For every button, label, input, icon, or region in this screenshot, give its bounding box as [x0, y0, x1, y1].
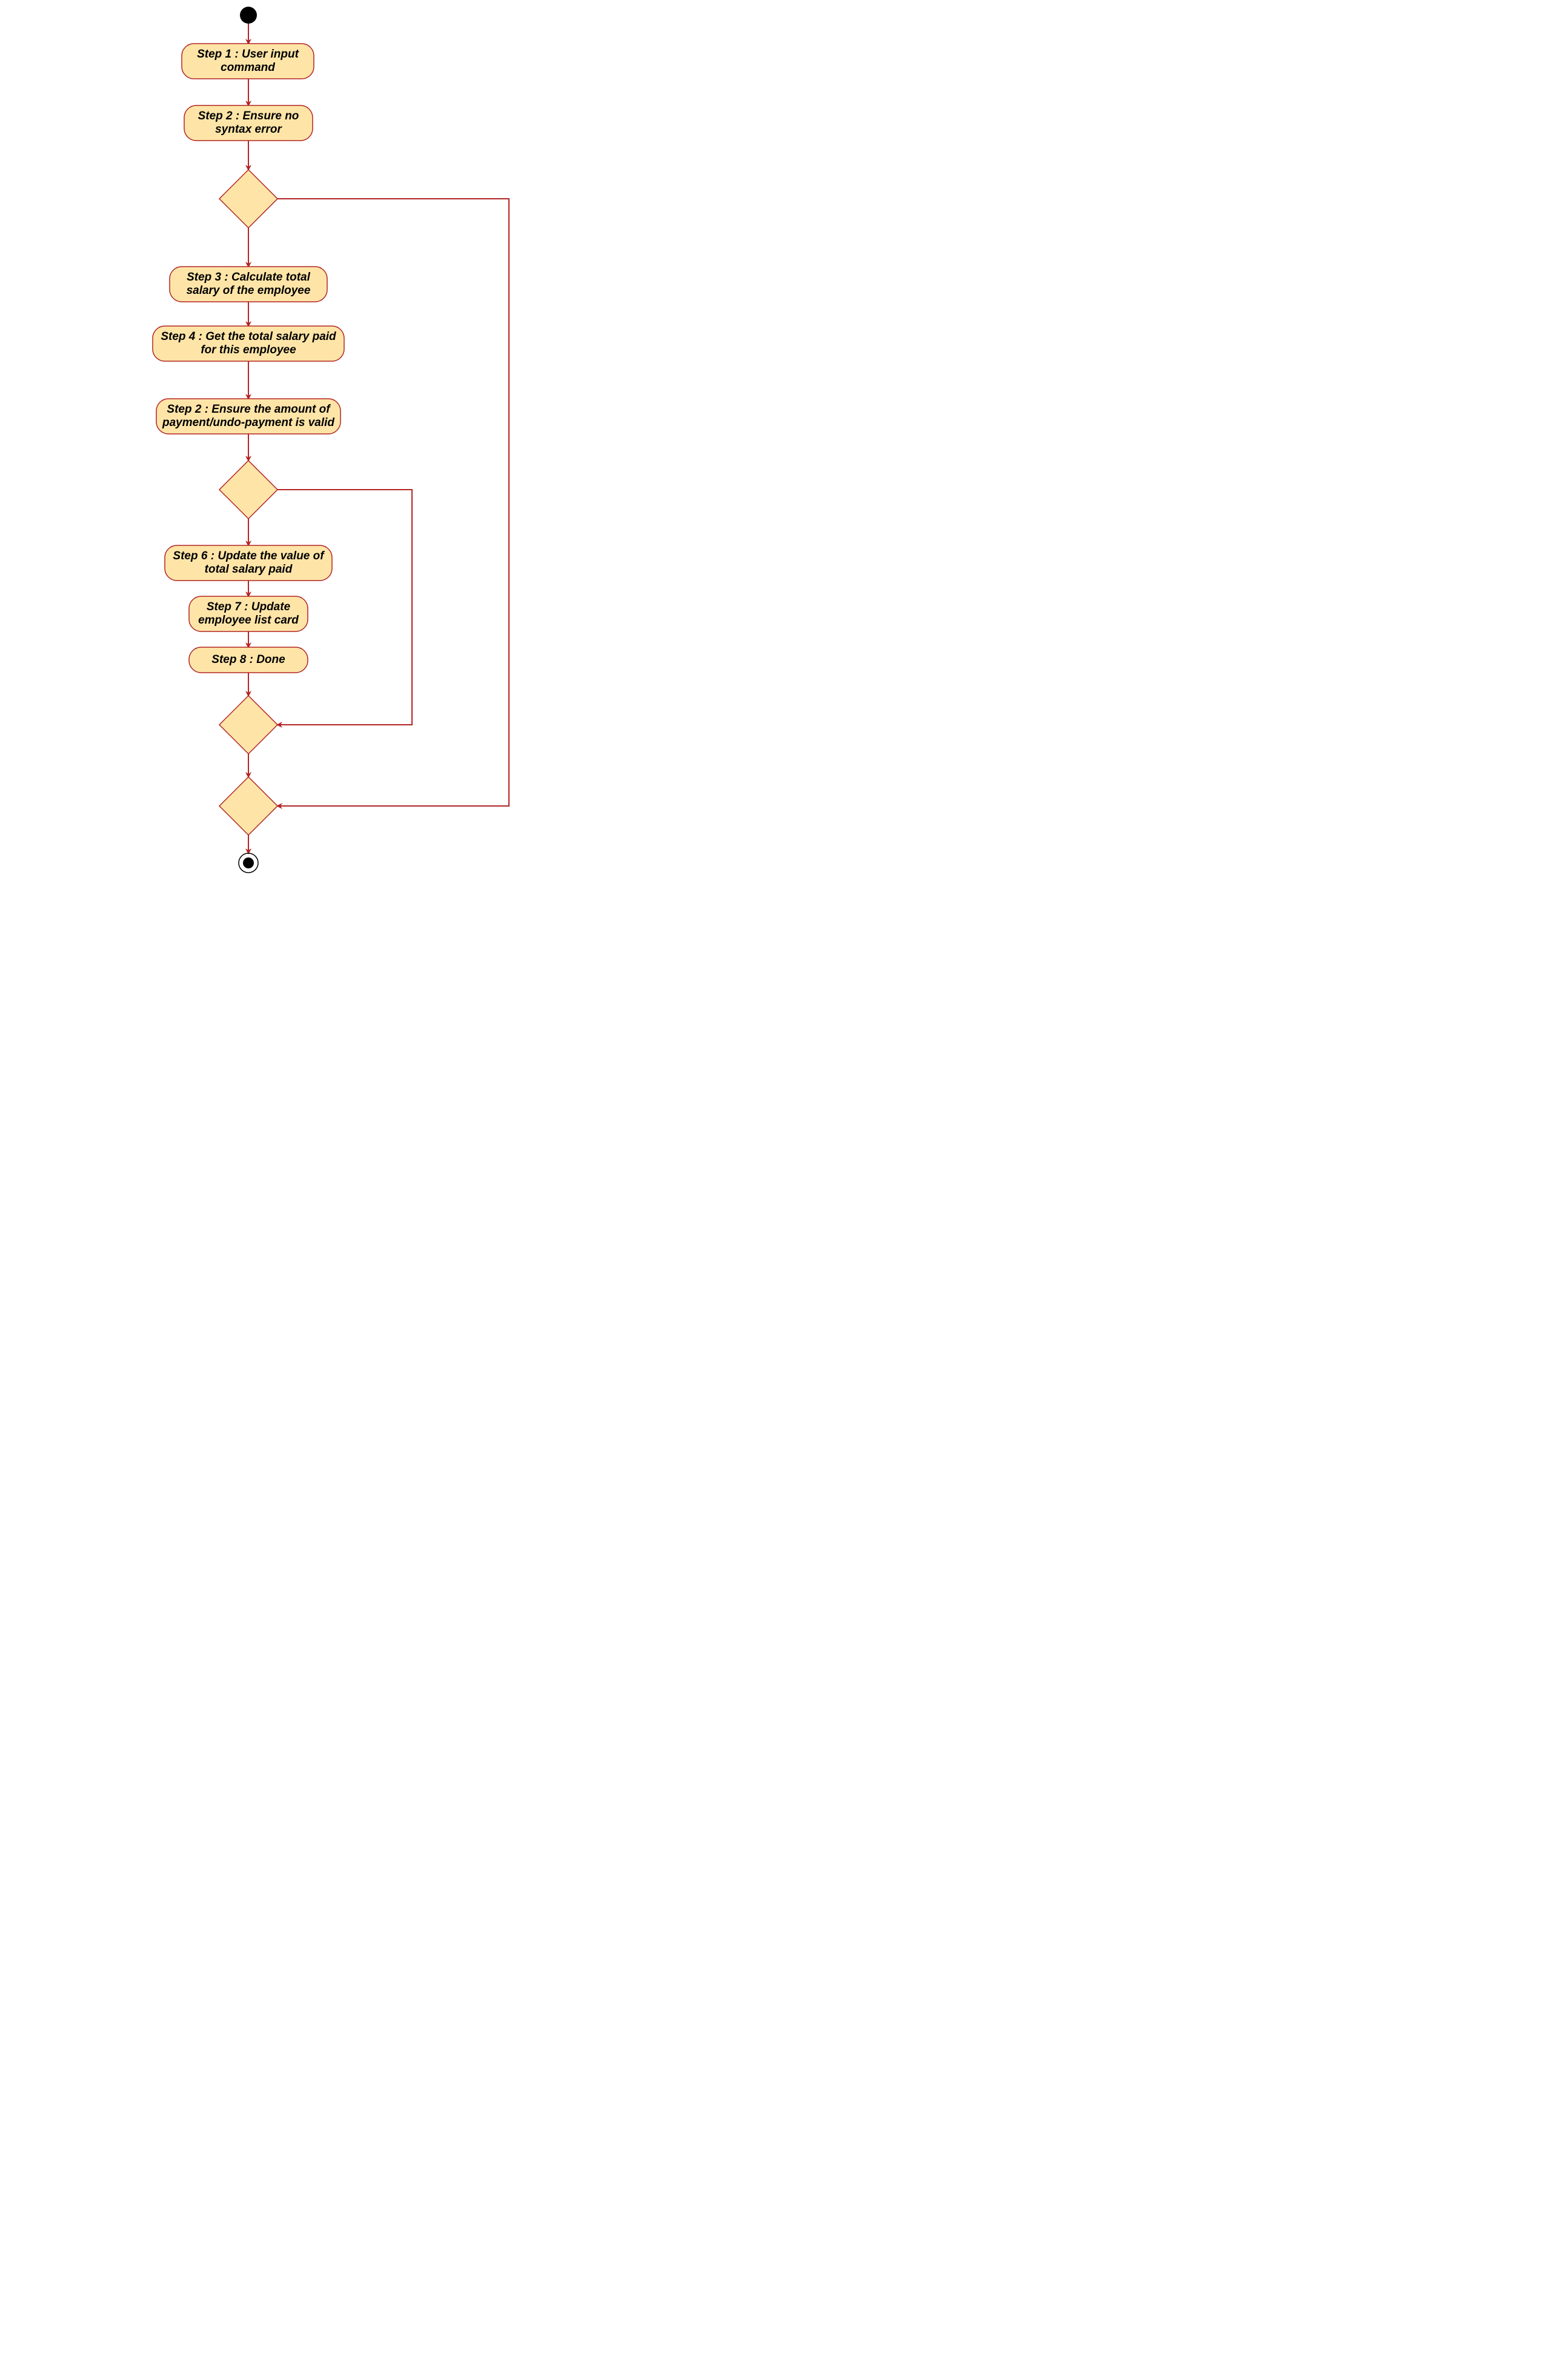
- node-d1: [219, 170, 277, 228]
- step-label: employee list card: [198, 614, 299, 627]
- step-label: Step 2 : Ensure the amount of: [167, 403, 331, 416]
- node-step4: Step 4 : Get the total salary paidfor th…: [153, 326, 344, 361]
- node-step1: Step 1 : User inputcommand: [182, 44, 314, 79]
- step-label: Step 2 : Ensure no: [198, 110, 299, 122]
- step-label: Step 1 : User input: [197, 48, 299, 61]
- step-label: syntax error: [215, 123, 282, 136]
- step-label: for this employee: [201, 344, 296, 356]
- node-d3: [219, 696, 277, 754]
- node-end: [239, 853, 258, 873]
- flowchart-canvas: Step 1 : User inputcommand Step 2 : Ensur…: [0, 0, 588, 886]
- node-d2: [219, 461, 277, 519]
- node-step8: Step 8 : Done: [189, 647, 308, 673]
- node-step7: Step 7 : Updateemployee list card: [189, 596, 308, 631]
- decision-diamond: [219, 170, 277, 228]
- node-d4: [219, 777, 277, 835]
- step-label: Step 6 : Update the value of: [173, 550, 325, 562]
- node-step6: Step 6 : Update the value oftotal salary…: [165, 545, 332, 581]
- decision-diamond: [219, 696, 277, 754]
- node-step3: Step 3 : Calculate totalsalary of the em…: [170, 267, 327, 302]
- step-label: Step 8 : Done: [211, 653, 285, 666]
- decision-diamond: [219, 461, 277, 519]
- step-label: salary of the employee: [187, 284, 311, 297]
- step-label: total salary paid: [205, 563, 293, 576]
- start-circle: [240, 7, 257, 24]
- step-label: command: [221, 61, 275, 74]
- step-label: Step 7 : Update: [207, 601, 291, 613]
- step-label: Step 3 : Calculate total: [187, 271, 310, 284]
- node-step5: Step 2 : Ensure the amount ofpayment/und…: [156, 399, 341, 434]
- decision-diamond: [219, 777, 277, 835]
- node-step2a: Step 2 : Ensure nosyntax error: [184, 105, 313, 141]
- end-inner-dot: [243, 857, 254, 868]
- step-label: payment/undo-payment is valid: [162, 416, 334, 429]
- step-label: Step 4 : Get the total salary paid: [161, 330, 336, 343]
- edges-layer: [248, 24, 509, 853]
- node-start: [240, 7, 257, 24]
